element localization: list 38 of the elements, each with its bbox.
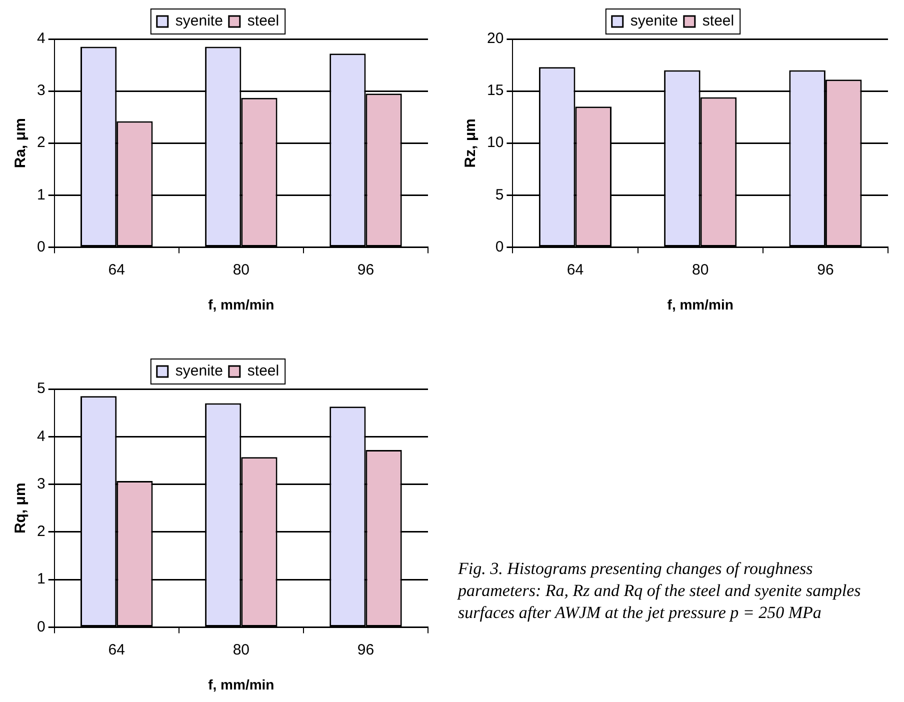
y-tick-label: 5 xyxy=(495,186,504,204)
x-tick-label: 96 xyxy=(357,641,374,658)
y-tick-label: 5 xyxy=(37,380,46,398)
x-tick-label: 80 xyxy=(232,261,250,278)
y-axis-title: Rz, μm xyxy=(462,118,480,168)
legend-label: steel xyxy=(247,12,280,30)
x-tick-label: 80 xyxy=(692,261,709,278)
x-tick-label: 64 xyxy=(108,641,125,658)
y-axis-title: Ra, μm xyxy=(12,118,30,168)
legend-label: syenite xyxy=(175,362,223,380)
legend-label: syenite xyxy=(630,12,678,30)
y-axis-title: Rq, μm xyxy=(12,482,30,534)
y-tick-label: 15 xyxy=(486,82,504,100)
x-tick-label: 64 xyxy=(108,261,125,278)
y-tick-label: 3 xyxy=(37,475,46,492)
x-tick-label: 80 xyxy=(232,641,250,658)
x-axis-title: f, mm/min xyxy=(208,296,274,312)
legend-label: syenite xyxy=(175,12,223,30)
y-tick-label: 0 xyxy=(37,238,46,256)
x-axis-title: f, mm/min xyxy=(667,296,734,312)
y-tick-label: 3 xyxy=(37,82,46,100)
x-tick-label: 64 xyxy=(566,261,584,278)
y-tick-label: 2 xyxy=(37,523,46,540)
y-tick-label: 0 xyxy=(495,238,504,256)
y-tick-label: 4 xyxy=(37,30,46,48)
legend-label: steel xyxy=(247,362,280,380)
y-tick-label: 20 xyxy=(486,30,504,48)
y-tick-label: 1 xyxy=(37,186,46,204)
y-tick-label: 2 xyxy=(37,134,46,152)
y-tick-label: 0 xyxy=(37,618,46,636)
y-tick-label: 4 xyxy=(37,428,46,445)
caption: Fig. 3. Histograms presenting changes of roughness parameters: Ra, Rz and Rq of the steel and syenite samples surfaces after AWJM at the jet pressure p = 250 MPa xyxy=(458,558,862,624)
x-axis-title: f, mm/min xyxy=(208,676,274,692)
y-tick-label: 10 xyxy=(486,134,504,152)
y-tick-label: 1 xyxy=(37,570,46,588)
legend-label: steel xyxy=(702,12,734,30)
x-tick-label: 96 xyxy=(357,261,374,278)
x-tick-label: 96 xyxy=(817,261,834,278)
